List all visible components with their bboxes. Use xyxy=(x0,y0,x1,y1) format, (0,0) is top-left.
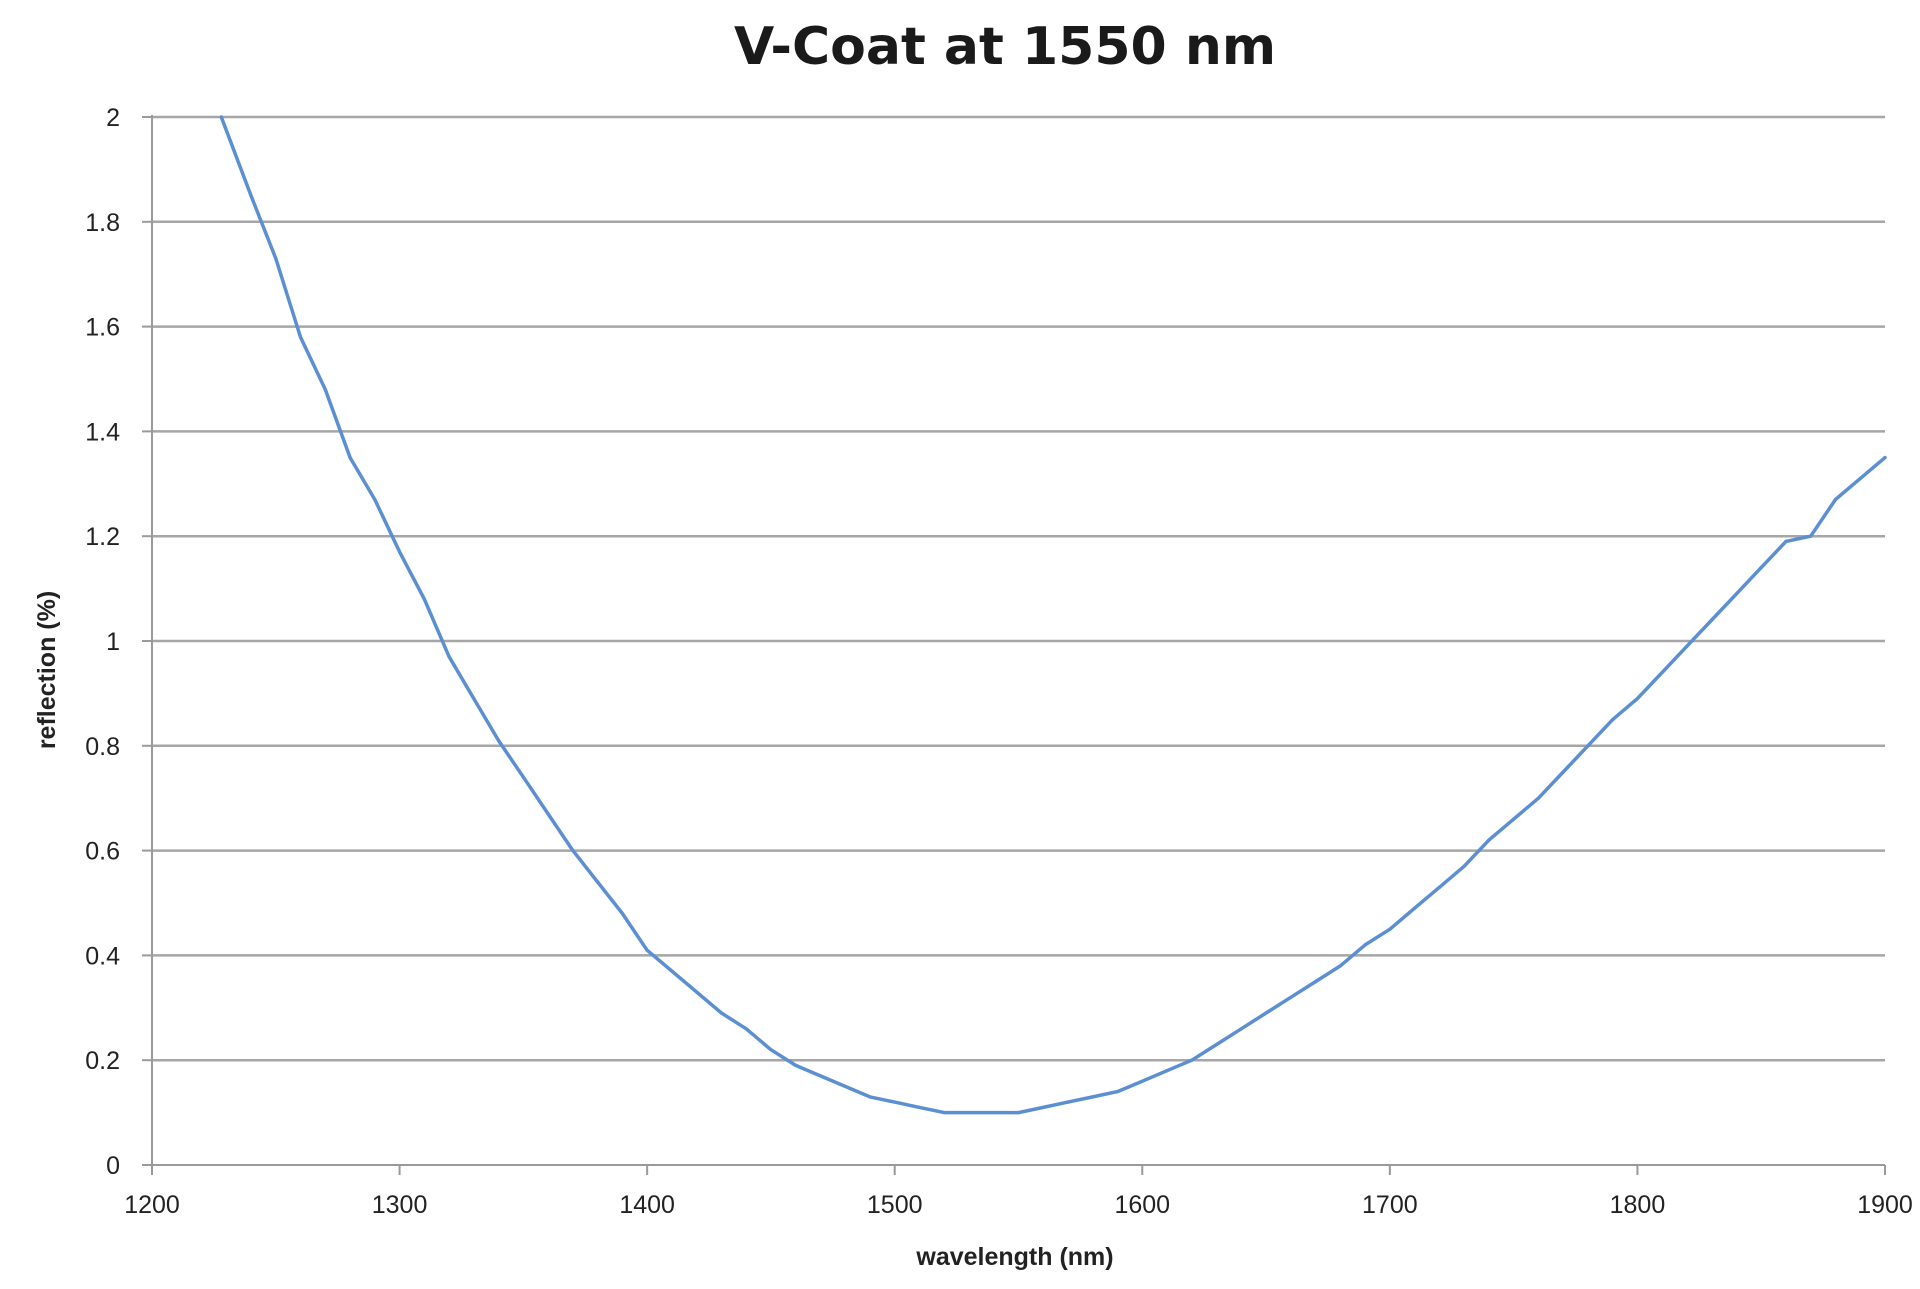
data-point xyxy=(521,775,526,779)
data-point xyxy=(373,497,377,502)
data-point xyxy=(1016,1111,1021,1115)
data-point xyxy=(1561,770,1565,774)
data-point xyxy=(1190,1058,1194,1062)
data-point xyxy=(1066,1100,1070,1104)
data-point xyxy=(620,911,625,916)
data-point xyxy=(1833,497,1838,502)
series-group xyxy=(219,115,1887,1115)
data-point xyxy=(298,335,303,339)
data-point xyxy=(571,849,575,853)
data-point xyxy=(1512,817,1516,821)
x-tick-label: 1300 xyxy=(372,1191,428,1219)
data-point xyxy=(917,1105,922,1109)
data-point xyxy=(1165,1069,1169,1073)
data-point xyxy=(670,969,674,973)
data-point xyxy=(1809,534,1813,538)
data-point xyxy=(1289,995,1293,999)
data-point xyxy=(1115,1090,1120,1094)
data-point xyxy=(794,1063,798,1067)
x-axis-ticks: 1200 1300 1400 1500 1600 1700 1800 1900 xyxy=(124,1165,1913,1219)
data-point xyxy=(1586,744,1590,748)
y-tick-label: 1.4 xyxy=(85,418,120,446)
x-tick-label: 1700 xyxy=(1362,1191,1418,1219)
data-point xyxy=(1338,964,1342,968)
data-point xyxy=(645,948,649,952)
x-tick-label: 1600 xyxy=(1114,1191,1170,1219)
x-tick-label: 1900 xyxy=(1857,1191,1913,1219)
data-point xyxy=(1462,864,1466,868)
data-point xyxy=(1611,718,1615,722)
data-point xyxy=(695,990,699,994)
data-point xyxy=(497,739,501,743)
gridlines xyxy=(152,115,1885,1062)
data-point xyxy=(1660,670,1664,675)
data-point xyxy=(744,1027,748,1031)
data-point xyxy=(1437,885,1441,889)
data-point xyxy=(1388,927,1392,931)
series-line xyxy=(219,115,1887,1115)
data-point xyxy=(1413,906,1417,910)
y-axis-ticks: 0 0.2 0.4 0.6 0.8 1 1.2 1.4 1.6 1.8 2 xyxy=(85,104,152,1180)
data-point xyxy=(1784,539,1788,544)
data-point xyxy=(1710,618,1714,622)
data-point xyxy=(546,812,550,816)
data-point xyxy=(992,1111,996,1115)
y-tick-label: 0.2 xyxy=(85,1047,120,1075)
x-tick-label: 1400 xyxy=(619,1191,675,1219)
data-point xyxy=(942,1111,946,1115)
y-tick-label: 0.8 xyxy=(85,733,120,761)
data-point xyxy=(719,1011,724,1015)
y-axis-title: reflection (%) xyxy=(33,591,61,749)
data-point xyxy=(1140,1079,1144,1083)
data-point xyxy=(323,387,327,392)
x-tick-label: 1200 xyxy=(124,1191,180,1219)
x-axis-title: wavelength (nm) xyxy=(915,1243,1113,1271)
data-point xyxy=(1215,1042,1219,1047)
data-point xyxy=(967,1111,971,1115)
axes xyxy=(142,115,1885,1175)
y-tick-label: 1 xyxy=(106,628,120,656)
y-tick-label: 0.4 xyxy=(85,942,120,970)
data-point xyxy=(1264,1011,1268,1015)
data-point xyxy=(1734,592,1739,596)
data-point xyxy=(1759,566,1763,570)
data-point xyxy=(868,1095,872,1099)
data-point xyxy=(1239,1027,1243,1031)
data-point xyxy=(893,1100,897,1104)
data-point xyxy=(1041,1105,1045,1109)
data-point xyxy=(1091,1095,1095,1099)
data-point xyxy=(1635,697,1639,701)
data-point xyxy=(1536,796,1540,800)
data-point xyxy=(818,1074,823,1078)
data-point xyxy=(1858,477,1862,481)
y-tick-label: 2 xyxy=(106,104,120,132)
y-tick-label: 1.8 xyxy=(85,209,120,237)
y-tick-label: 1.6 xyxy=(85,314,120,342)
data-point xyxy=(274,256,278,261)
data-point xyxy=(398,550,402,554)
data-point xyxy=(1314,980,1318,984)
data-point xyxy=(447,655,451,659)
data-point xyxy=(422,597,426,601)
data-point xyxy=(596,880,600,884)
data-point xyxy=(348,456,352,460)
data-point xyxy=(1363,943,1367,947)
y-tick-label: 0 xyxy=(106,1152,120,1180)
y-tick-label: 0.6 xyxy=(85,838,120,866)
chart-title: V-Coat at 1550 nm xyxy=(734,17,1276,77)
data-point xyxy=(1883,456,1887,460)
x-tick-label: 1800 xyxy=(1610,1191,1666,1219)
data-point xyxy=(249,194,253,198)
data-point xyxy=(843,1084,847,1088)
data-point xyxy=(472,697,476,701)
data-point xyxy=(769,1048,773,1052)
x-tick-label: 1500 xyxy=(867,1191,923,1219)
data-point xyxy=(219,115,223,119)
data-point xyxy=(1487,838,1491,842)
y-tick-label: 1.2 xyxy=(85,523,120,551)
data-point xyxy=(1685,644,1689,648)
